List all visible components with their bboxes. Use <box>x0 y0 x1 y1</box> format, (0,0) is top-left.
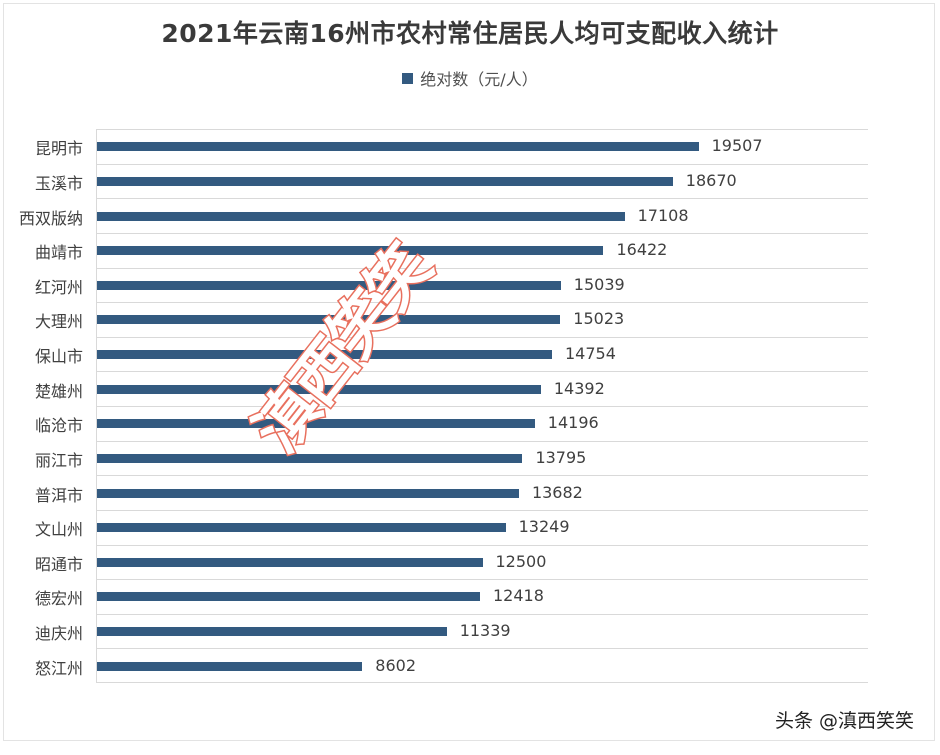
category-label: 保山市 <box>34 347 83 367</box>
bar <box>97 246 604 256</box>
bar <box>97 142 699 152</box>
value-label: 14196 <box>547 413 599 433</box>
category-label: 昭通市 <box>34 554 83 574</box>
bar <box>97 592 480 602</box>
bar <box>97 419 535 429</box>
category-label: 昆明市 <box>34 139 83 159</box>
value-label: 11339 <box>459 621 511 641</box>
chart-title: 2021年云南16州市农村常住居民人均可支配收入统计 <box>161 19 779 48</box>
value-label: 12418 <box>492 586 544 606</box>
chart-frame <box>3 3 935 741</box>
gridline-row <box>97 544 868 580</box>
gridline-row <box>97 648 868 683</box>
gridline-row <box>97 267 868 303</box>
category-label: 红河州 <box>34 277 83 297</box>
category-label: 临沧市 <box>34 416 83 436</box>
category-label: 德宏州 <box>34 589 83 609</box>
plot-area: 昆明市 19507 玉溪市 18670 西双版纳 17108 曲靖市 16422 红河州 1503… <box>19 129 868 683</box>
value-label: 16422 <box>616 240 668 260</box>
bar <box>97 488 519 498</box>
category-label: 文山州 <box>34 520 83 540</box>
gridline-row <box>97 163 868 199</box>
category-label: 怒江州 <box>34 658 83 678</box>
value-label: 8602 <box>375 655 416 675</box>
gridline-row <box>97 232 868 268</box>
value-label: 19507 <box>711 136 763 156</box>
gridline-row <box>97 198 868 233</box>
gridline-row <box>97 129 868 164</box>
bar <box>97 280 561 290</box>
bar <box>97 384 541 394</box>
legend: 绝对数（元/人） <box>0 66 940 90</box>
legend-label: 绝对数（元/人） <box>420 70 538 89</box>
category-label: 普洱市 <box>34 485 83 505</box>
gridline-row <box>97 302 868 337</box>
category-label: 曲靖市 <box>34 243 83 263</box>
gridline-row <box>97 613 868 649</box>
gridline-row <box>97 440 868 476</box>
bar <box>97 315 561 325</box>
value-label: 17108 <box>637 205 689 225</box>
category-label: 玉溪市 <box>34 173 83 193</box>
category-label: 楚雄州 <box>34 381 83 401</box>
bar <box>97 661 363 671</box>
gridline-row <box>97 371 868 406</box>
value-label: 15039 <box>573 274 625 294</box>
category-label: 西双版纳 <box>18 208 83 228</box>
bar <box>97 557 483 567</box>
bar <box>97 350 552 360</box>
value-label: 18670 <box>685 170 737 190</box>
source-credit: 头条 @滇西笑笑 <box>774 710 914 732</box>
value-label: 13795 <box>535 447 587 467</box>
value-label: 15023 <box>573 309 625 329</box>
gridline-row <box>97 509 868 545</box>
value-label: 14754 <box>565 344 616 364</box>
gridline-row <box>97 336 868 372</box>
value-label: 13249 <box>518 517 570 537</box>
category-label: 大理州 <box>34 312 83 332</box>
value-label: 12500 <box>495 551 547 571</box>
bar <box>97 211 625 221</box>
gridline-row <box>97 475 868 510</box>
category-label: 丽江市 <box>34 450 83 470</box>
bar <box>97 523 506 533</box>
category-label: 迪庆州 <box>34 624 83 644</box>
gridline-row <box>97 406 868 441</box>
value-label: 14392 <box>553 378 605 398</box>
bar <box>97 453 523 463</box>
legend-swatch-icon <box>402 73 414 84</box>
bar <box>97 627 447 637</box>
value-label: 13682 <box>531 482 583 502</box>
bar <box>97 176 673 186</box>
gridline-row <box>97 579 868 614</box>
